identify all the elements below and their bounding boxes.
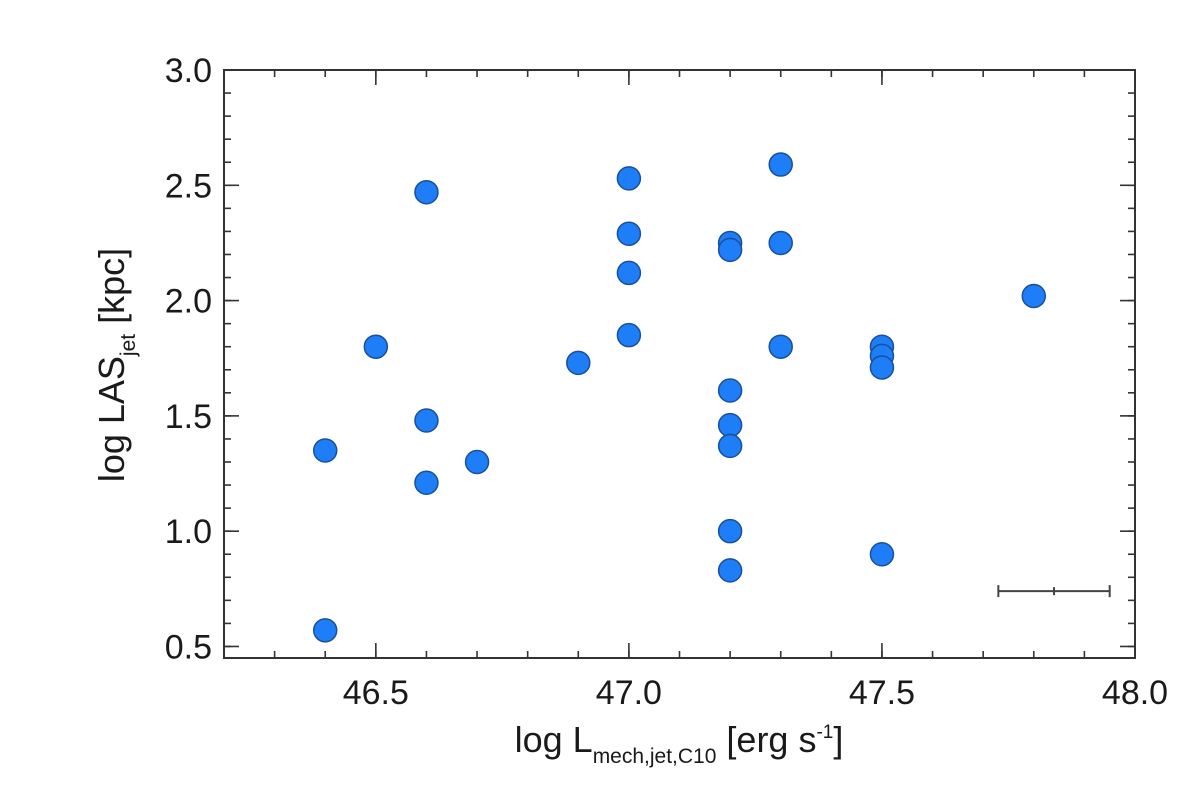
data-point (768, 152, 793, 177)
y-axis-title-main: log LAS (91, 356, 132, 482)
y-tick-label: 2.0 (165, 283, 212, 321)
data-point (616, 221, 642, 246)
data-point (616, 260, 642, 286)
data-point (312, 438, 338, 463)
x-axis-title-sup: -1 (816, 722, 833, 743)
y-tick-label: 2.5 (165, 167, 212, 205)
y-tick-label: 1.5 (165, 398, 212, 436)
data-point (414, 179, 439, 205)
data-point (312, 618, 338, 643)
data-point (363, 334, 389, 359)
data-point (464, 449, 490, 475)
data-point (616, 322, 642, 348)
data-point (414, 408, 439, 433)
data-point (566, 350, 591, 376)
axis-ticks (224, 69, 1136, 658)
data-point (414, 470, 439, 496)
data-point (717, 433, 743, 459)
data-point (768, 230, 793, 256)
x-tick-label: 47.0 (596, 674, 662, 712)
x-axis-title-close: ] (833, 719, 843, 760)
x-tick-label: 47.5 (849, 674, 915, 712)
data-point (717, 518, 743, 544)
y-axis-title: log LASjet [kpc] (91, 248, 140, 482)
x-tick-label: 48.0 (1102, 674, 1168, 712)
plot-frame (223, 69, 1136, 659)
data-point (717, 558, 743, 583)
y-axis-title-sub: jet (117, 334, 140, 357)
y-tick-label: 0.5 (165, 628, 212, 666)
x-axis-title: log Lmech,jet,C10 [erg s-1] (515, 719, 844, 768)
x-axis-title-main: log L (515, 719, 593, 760)
data-point (616, 166, 642, 191)
data-point (717, 237, 743, 263)
y-tick-label: 3.0 (165, 52, 212, 90)
y-axis-title-unit: [kpc] (91, 248, 132, 334)
data-points (312, 152, 1047, 643)
data-point (869, 355, 895, 380)
data-point (717, 412, 743, 438)
data-point (768, 334, 793, 359)
data-point (1021, 283, 1047, 309)
tick-labels: 46.5 47.0 47.5 48.0 0.5 1.0 1.5 2.0 2.5 3.0 (165, 52, 1168, 712)
data-point (717, 378, 743, 403)
x-tick-label: 46.5 (343, 674, 409, 712)
y-tick-label: 1.0 (165, 513, 212, 551)
error-bar (997, 585, 1111, 598)
data-point (869, 541, 895, 567)
x-axis-title-sub: mech,jet,C10 (593, 745, 717, 768)
x-axis-title-unit: [erg s (716, 719, 816, 760)
